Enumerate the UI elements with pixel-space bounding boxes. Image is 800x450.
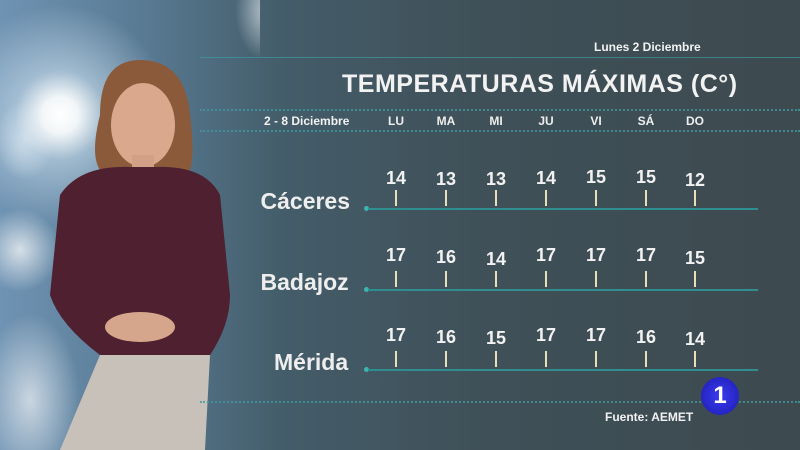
temperature-tick [694,351,696,367]
channel-logo: 1 [701,377,739,415]
temperature-value: 14 [385,168,407,188]
temperature-baseline [368,369,758,371]
temperature-value: 15 [585,166,607,187]
city-label: Badajoz [260,269,349,295]
temperature-tick [645,351,647,367]
temperature-tick [395,271,397,287]
temperature-value: 13 [435,169,457,190]
row-start-dot [364,287,369,292]
temperature-tick [595,190,597,206]
temperature-value: 15 [485,327,507,348]
source-label: Fuente: AEMET [605,410,694,424]
temperature-baseline [368,208,758,210]
day-label: MA [436,114,456,128]
temperature-value: 17 [385,245,407,266]
temperature-value: 17 [385,325,407,346]
temperature-tick [645,190,647,206]
divider [200,57,800,58]
temperature-baseline [368,289,758,291]
temperature-value: 14 [485,249,507,269]
temperature-value: 12 [684,170,706,191]
temperature-tick [694,271,696,287]
temperature-tick [445,271,447,287]
temperature-tick [395,351,397,367]
temperature-value: 17 [535,325,557,346]
temperature-tick [495,351,497,367]
day-label: MI [489,114,503,128]
temperature-tick [445,190,447,206]
temperature-value: 13 [485,169,507,190]
temperature-value: 17 [585,245,607,266]
temperature-value: 15 [635,166,657,187]
temperature-value: 14 [535,168,557,188]
temperature-tick [595,351,597,367]
temperature-tick [495,190,497,206]
temperature-value: 17 [535,245,557,266]
page-title: TEMPERATURAS MÁXIMAS (C°) [342,70,738,98]
row-start-dot [364,206,369,211]
day-label: VI [590,114,602,128]
divider [200,401,800,403]
date-label: Lunes 2 Diciembre [594,40,701,54]
temperature-tick [495,271,497,287]
temperature-value: 17 [635,245,657,266]
temperature-tick [645,271,647,287]
day-label: DO [686,114,704,128]
temperature-value: 17 [585,325,607,346]
temperature-value: 15 [684,247,706,268]
temperature-tick [395,190,397,206]
city-label: Cáceres [260,188,351,214]
temperature-tick [694,190,696,206]
temperature-tick [545,190,547,206]
city-label: Mérida [274,349,349,375]
presenter [50,60,230,450]
date-range: 2 - 8 Diciembre [264,114,350,128]
temperature-tick [545,271,547,287]
logo-text: 1 [713,382,727,409]
day-label: LU [388,114,404,128]
day-label: JU [538,114,554,128]
temperature-tick [445,351,447,367]
temperature-tick [545,351,547,367]
temperature-value: 16 [435,246,457,267]
temperature-value: 14 [684,329,706,349]
divider [200,130,800,132]
row-start-dot [364,367,369,372]
temperature-value: 16 [435,326,457,347]
temperature-value: 16 [635,326,657,347]
temperature-tick [595,271,597,287]
day-label: SÁ [637,114,655,128]
divider [200,109,800,111]
